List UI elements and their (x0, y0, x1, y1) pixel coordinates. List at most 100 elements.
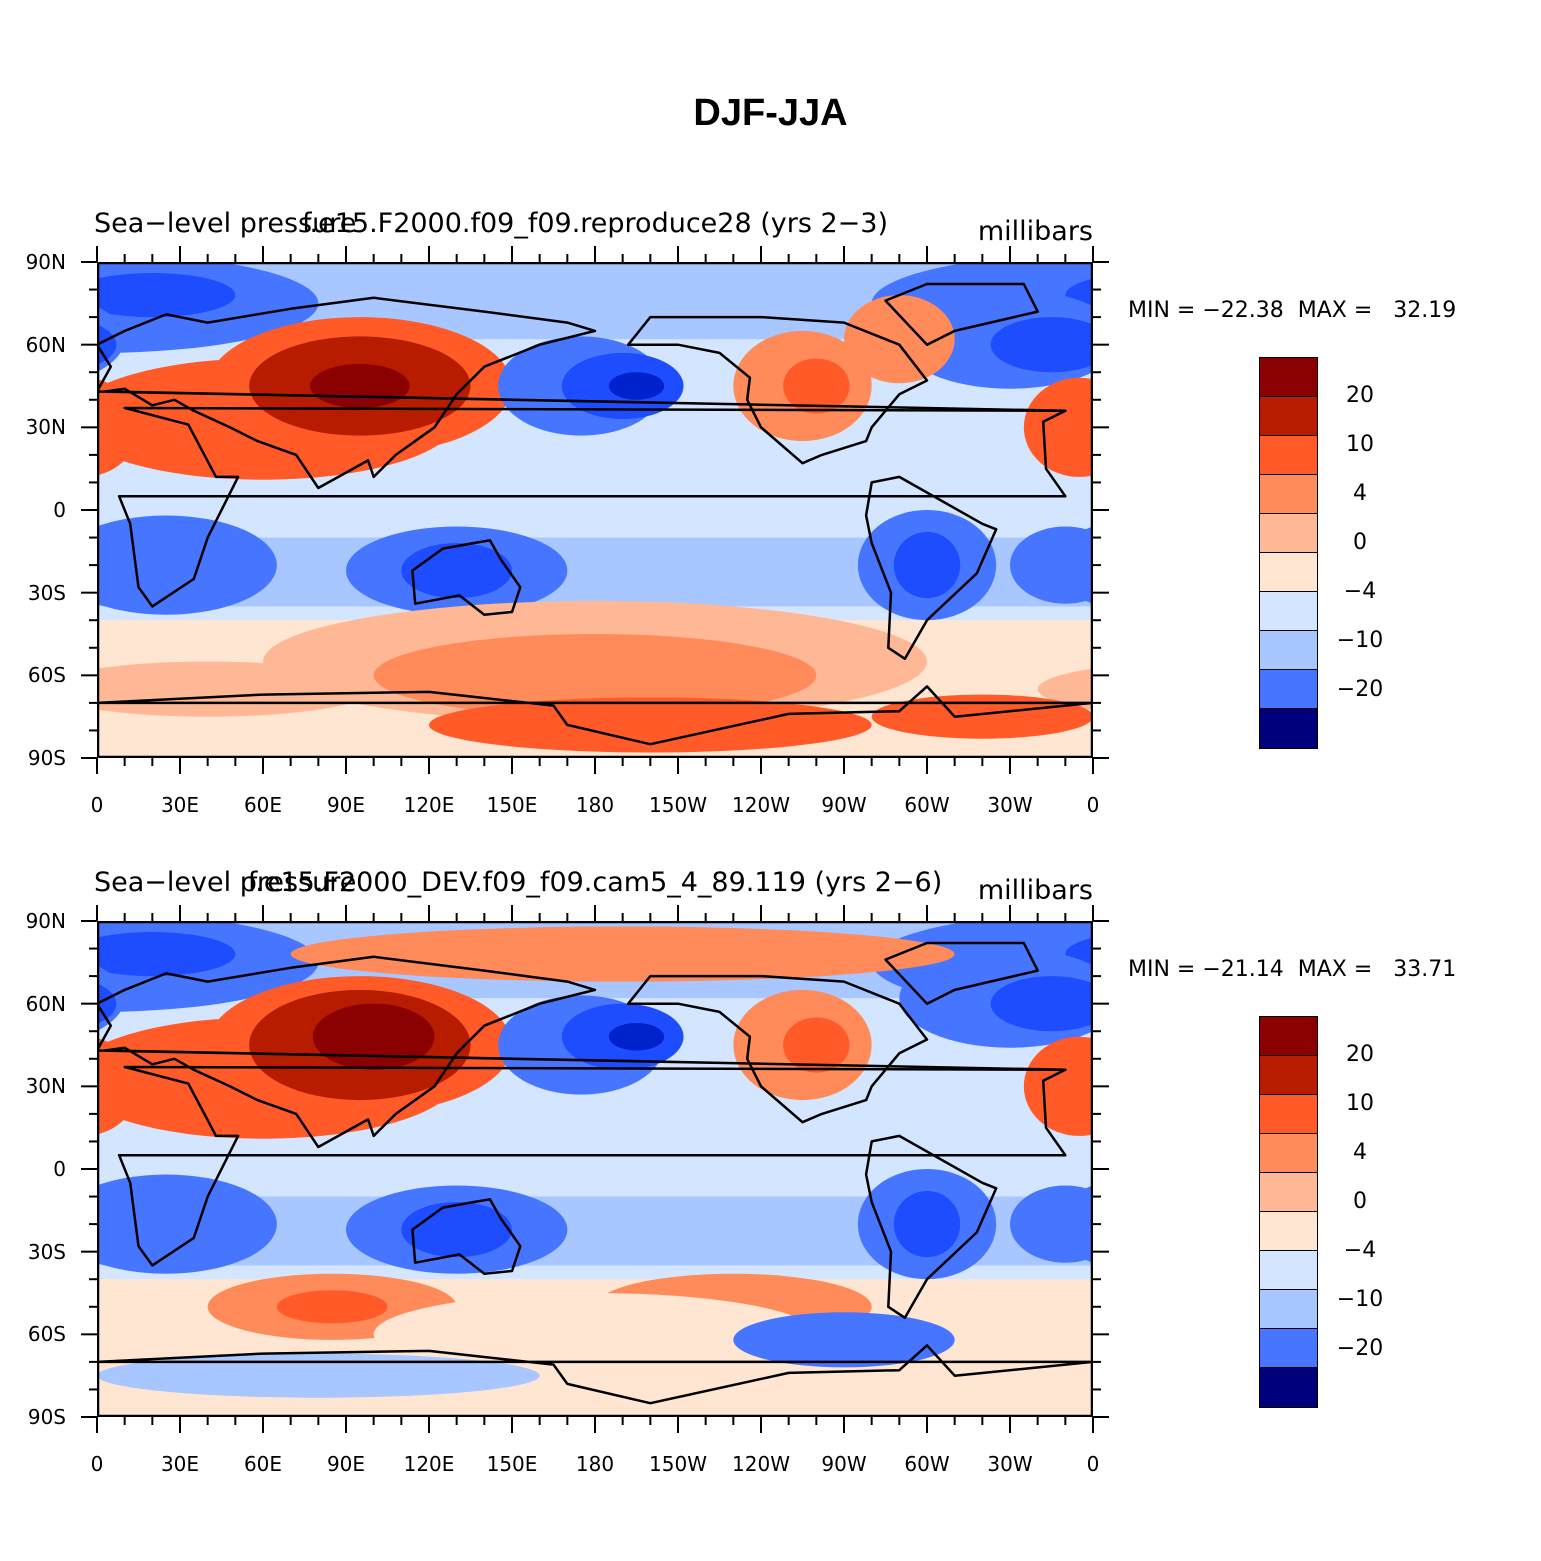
lon-tick-label: 180 (575, 793, 615, 817)
units-label: millibars (977, 216, 1093, 247)
contour-field (97, 262, 1093, 758)
coastline (97, 685, 1093, 746)
variable-label: Sea−level pressure (94, 208, 357, 239)
map-frame (97, 262, 1093, 758)
lon-tick-label: 0 (1086, 793, 1100, 817)
lon-tick-label: 90E (326, 1452, 366, 1476)
coastline (884, 941, 1039, 1005)
colorbar-label: −10 (1336, 628, 1384, 653)
pressure-anomaly-contour (373, 634, 817, 717)
colorbar-cell (1260, 1251, 1317, 1290)
case-label: f.e15.F2000.f09_f09.reproduce28 (yrs 2−3… (301, 208, 888, 239)
axis-ticks (81, 905, 1109, 1433)
colorbar-cell (1260, 1095, 1317, 1134)
colorbar-label: 0 (1353, 1189, 1367, 1214)
pressure-anomaly-contour (97, 531, 125, 599)
coastline (117, 406, 1067, 608)
min-max-readout: MIN = −22.38 MAX = 32.19 (1128, 298, 1457, 323)
colorbar-cell (1260, 631, 1317, 670)
colorbar-cell (1260, 1368, 1317, 1407)
pressure-anomaly-contour (312, 1003, 435, 1070)
colorbar-label: 20 (1346, 383, 1374, 408)
pressure-anomaly-contour (97, 1190, 125, 1258)
colorbar-cell (1260, 1173, 1317, 1212)
pressure-anomaly-contour (97, 273, 236, 318)
pressure-anomaly-contour (97, 1353, 540, 1398)
lon-tick-label: 150E (486, 793, 538, 817)
lat-tick-label: 60N (25, 332, 66, 357)
lat-tick-label: 30N (25, 415, 66, 440)
lon-tick-label: 60E (243, 793, 283, 817)
map-panel-1: Sea−level pressure f.e15.F2000.f09_f09.r… (0, 210, 1541, 902)
colorbar-label: 4 (1353, 1140, 1367, 1165)
colorbar-label: 0 (1353, 530, 1367, 555)
lat-tick-label: 30S (27, 580, 66, 605)
lat-tick-label: 90S (27, 1405, 66, 1429)
case-label: f.e15.F2000_DEV.f09_f09.cam5_4_89.119 (y… (247, 867, 943, 898)
min-max-readout: MIN = −21.14 MAX = 33.71 (1128, 957, 1457, 982)
colorbar-label: 10 (1346, 432, 1374, 457)
pressure-anomaly-contour (110, 1047, 222, 1114)
pressure-anomaly-contour (844, 295, 955, 384)
lon-tick-label: 150E (486, 1452, 538, 1476)
lat-tick-label: 0 (53, 1157, 66, 1181)
coastline (97, 955, 1067, 1149)
colorbar-cell (1260, 1212, 1317, 1251)
lon-tick-label: 120E (403, 793, 455, 817)
pressure-anomaly-contour (373, 1293, 817, 1376)
lat-tick-label: 90S (27, 746, 66, 770)
lat-tick-label: 0 (53, 498, 66, 522)
lon-tick-label: 90W (821, 793, 867, 817)
pressure-anomaly-contour (401, 543, 512, 599)
colorbar-cell (1260, 1329, 1317, 1368)
pressure-anomaly-contour (893, 532, 961, 599)
colorbar-cell (1260, 397, 1317, 436)
figure-title: DJF-JJA (693, 92, 848, 134)
pressure-anomaly-contour (401, 1202, 512, 1258)
lon-tick-label: 180 (575, 1452, 615, 1476)
colorbar-label: −20 (1336, 1336, 1384, 1361)
lon-tick-label: 0 (90, 1452, 104, 1476)
pressure-anomaly-contour (990, 976, 1093, 1032)
pressure-anomaly-contour (1010, 526, 1093, 604)
pressure-anomaly-contour (608, 372, 665, 400)
colorbar-label: −4 (1343, 1238, 1377, 1263)
lon-tick-label: 30W (987, 793, 1033, 817)
colorbar-cell (1260, 475, 1317, 514)
lon-tick-label: 90W (821, 1452, 867, 1476)
lon-tick-label: 120W (732, 1452, 790, 1476)
pressure-anomaly-contour (1065, 1046, 1093, 1110)
colorbar (1259, 1016, 1318, 1408)
pressure-anomaly-contour (990, 317, 1093, 373)
colorbar-cell (1260, 1056, 1317, 1095)
units-label: millibars (977, 875, 1093, 906)
lon-tick-label: 120W (732, 793, 790, 817)
lat-tick-label: 60S (27, 1322, 66, 1347)
colorbar-label: 4 (1353, 481, 1367, 506)
coastline (864, 1134, 998, 1320)
colorbar-cell (1260, 1134, 1317, 1173)
pressure-anomaly-contour (608, 1022, 665, 1051)
lat-tick-label: 60S (27, 663, 66, 688)
lon-tick-label: 30W (987, 1452, 1033, 1476)
lon-tick-label: 60W (904, 793, 950, 817)
colorbar-label: −10 (1336, 1287, 1384, 1312)
colorbar-cell (1260, 592, 1317, 631)
pressure-anomaly-contour (871, 694, 1093, 739)
lon-tick-label: 60E (243, 1452, 283, 1476)
pressure-anomaly-contour (276, 1290, 388, 1324)
map-panel-2: Sea−level pressure f.e15.F2000_DEV.f09_f… (0, 869, 1541, 1561)
pressure-anomaly-contour (110, 388, 222, 455)
pressure-anomaly-contour (1065, 387, 1093, 451)
pressure-anomaly-contour (733, 1312, 955, 1368)
lon-tick-label: 0 (1086, 1452, 1100, 1476)
pressure-anomaly-contour (1037, 668, 1093, 710)
coastline (117, 1065, 1067, 1267)
lon-tick-label: 150W (649, 793, 707, 817)
coastline (411, 539, 522, 616)
coastline (411, 1198, 522, 1275)
colorbar-cell (1260, 436, 1317, 475)
pressure-anomaly-contour (429, 697, 872, 753)
axis-ticks (81, 246, 1109, 774)
pressure-anomaly-contour (1010, 1185, 1093, 1263)
